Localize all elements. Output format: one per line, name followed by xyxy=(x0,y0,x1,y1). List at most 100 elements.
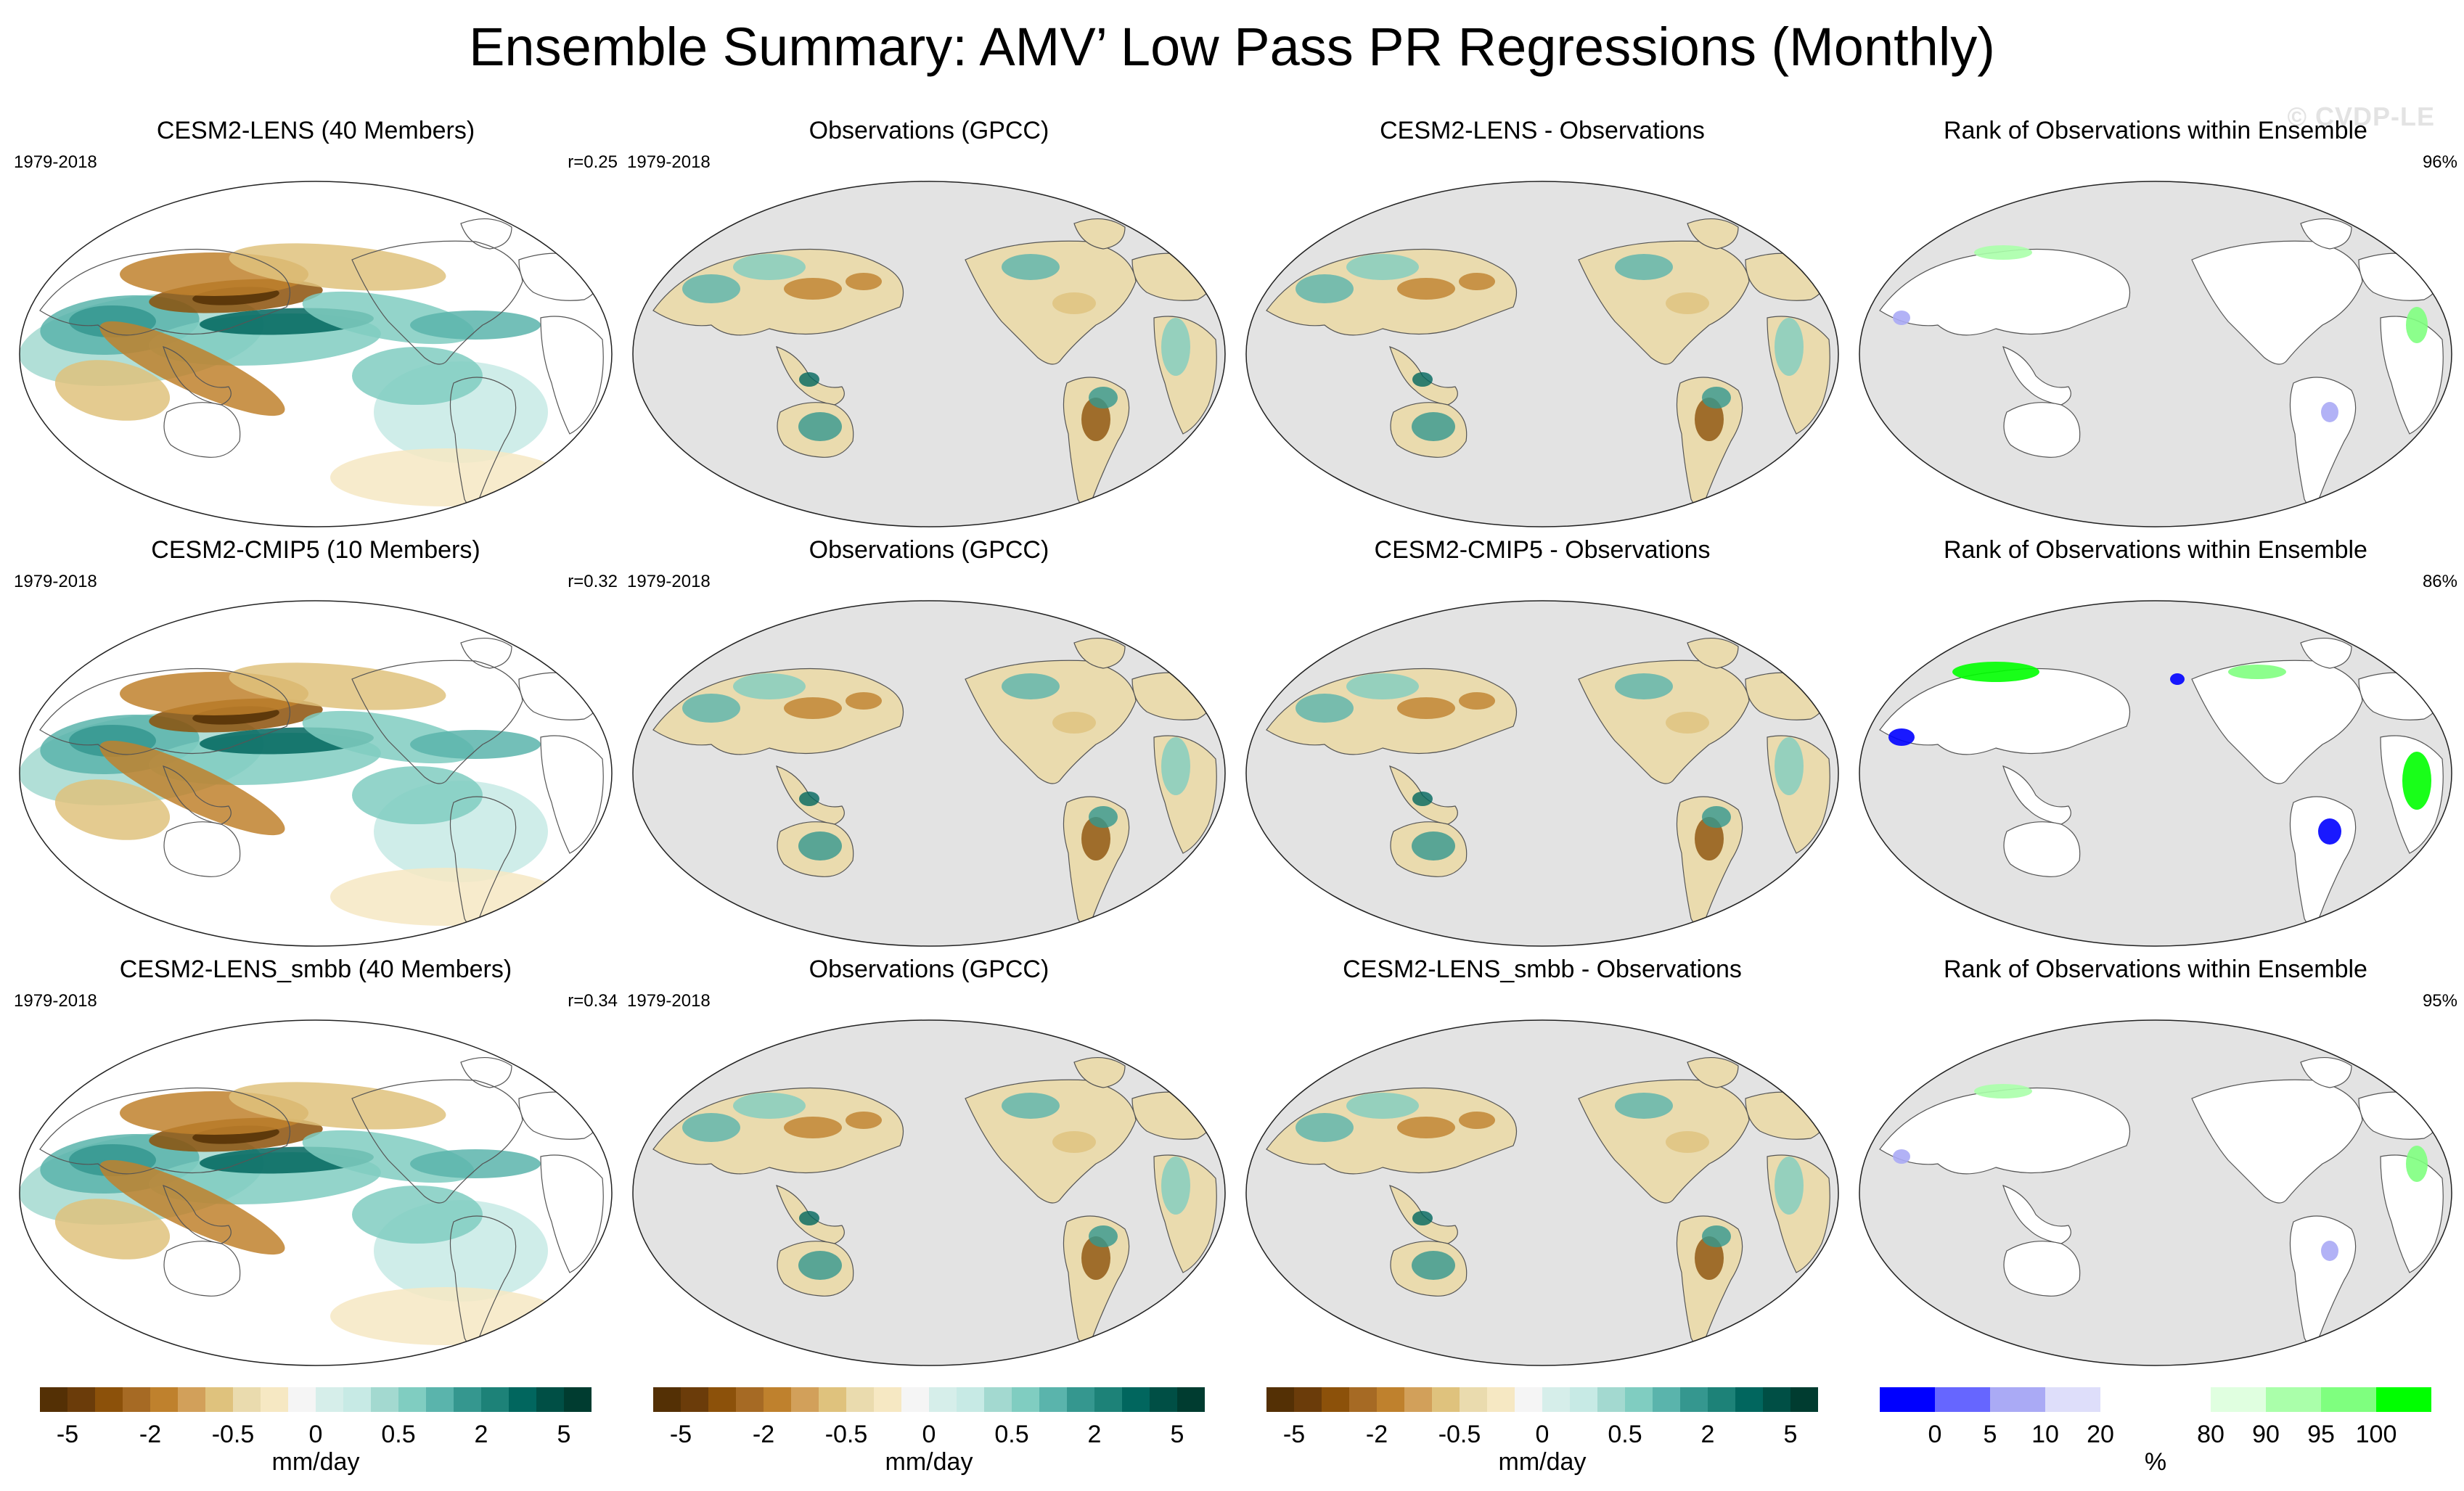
panel-title: CESM2-CMIP5 (10 Members) xyxy=(151,536,480,564)
rank-region xyxy=(1974,245,2032,260)
panel-r3-c3: CESM2-LENS_smbb - Observations xyxy=(1237,955,1847,1374)
precip-anomaly-region xyxy=(798,412,842,441)
precip-anomaly-region xyxy=(784,697,842,719)
rank-region xyxy=(2406,307,2428,343)
panel-r1-c2: Observations (GPCC) 1979-2018 xyxy=(624,116,1234,535)
colorbar-tick-label: 2 xyxy=(1087,1421,1102,1448)
precip-anomaly-region xyxy=(1412,792,1433,806)
colorbar-swatch xyxy=(454,1387,481,1412)
coastline-australia xyxy=(163,402,241,458)
map-model xyxy=(19,1019,613,1366)
map-outline xyxy=(19,1019,613,1366)
colorbar-tick-label: 10 xyxy=(2031,1421,2059,1448)
coastline-africa xyxy=(2380,316,2444,435)
colorbar-units: mm/day xyxy=(885,1448,973,1476)
coastline-africa xyxy=(540,735,604,854)
colorbar-ticks: -5 -2 -0.5 0 0.5 2 5 xyxy=(1266,1421,1818,1450)
colorbar-tick-label: -0.5 xyxy=(211,1421,255,1448)
precip-anomaly-region xyxy=(798,1251,842,1280)
panel-period: 1979-2018 xyxy=(627,152,711,172)
panel-title: Observations (GPCC) xyxy=(809,117,1049,144)
panel-title: Rank of Observations within Ensemble xyxy=(1944,117,2367,144)
panel-r3-c4: Rank of Observations within Ensemble 95% xyxy=(1851,955,2460,1374)
colorbar-swatches xyxy=(1880,1387,2431,1412)
precip-anomaly-region xyxy=(1666,1131,1709,1153)
colorbar-tick-label: 0 xyxy=(1928,1421,1942,1448)
map-outline xyxy=(632,1019,1226,1366)
colorbar-swatch xyxy=(1349,1387,1377,1412)
coastline-seAsia xyxy=(163,346,232,406)
watermark: © CVDP-LE xyxy=(2287,102,2435,131)
precip-anomaly-region xyxy=(99,321,285,416)
colorbar-swatch xyxy=(371,1387,398,1412)
coastline-greenland xyxy=(1687,1056,1739,1088)
rank-region xyxy=(2170,673,2185,685)
colorbar-swatch xyxy=(957,1387,984,1412)
colorbar-swatch xyxy=(874,1387,901,1412)
colorbar-swatch xyxy=(1432,1387,1460,1412)
colorbar-swatch xyxy=(846,1387,874,1412)
coastline-greenland xyxy=(2300,637,2352,669)
coastline-greenland xyxy=(460,218,512,250)
colorbar-1: -5 -2 -0.5 0 0.5 2 5 mm/day xyxy=(40,1387,592,1476)
rank-region xyxy=(1952,662,2039,682)
precip-anomaly-region xyxy=(330,868,562,926)
colorbar-tick-label: -5 xyxy=(56,1421,79,1448)
colorbar-swatch xyxy=(1094,1387,1122,1412)
colorbar-ticks: -5 -2 -0.5 0 0.5 2 5 xyxy=(40,1421,592,1450)
panel-period: 1979-2018 xyxy=(14,991,97,1011)
panel-title: Rank of Observations within Ensemble xyxy=(1944,536,2367,564)
precip-anomaly-region xyxy=(54,779,171,840)
coastline-australia xyxy=(163,821,241,877)
colorbar-swatch xyxy=(1680,1387,1708,1412)
colorbar-tick-label: -5 xyxy=(669,1421,692,1448)
precip-anomaly-region xyxy=(784,278,842,300)
ocean-background xyxy=(633,1020,1225,1365)
coastline-australia xyxy=(2003,821,2081,877)
colorbar-swatch xyxy=(2156,1387,2211,1412)
colorbar-swatch xyxy=(681,1387,708,1412)
colorbar-swatch xyxy=(901,1387,929,1412)
colorbar-swatch xyxy=(653,1387,681,1412)
colorbar-tick-label: 5 xyxy=(1170,1421,1184,1448)
colorbar-swatch xyxy=(205,1387,233,1412)
panel-r1-c1: CESM2-LENS (40 Members) 1979-2018 r=0.25 xyxy=(11,116,621,535)
precip-anomaly-region xyxy=(54,1199,171,1260)
map-outline xyxy=(19,600,613,947)
colorbar-swatch xyxy=(1322,1387,1349,1412)
colorbar-swatch xyxy=(509,1387,536,1412)
map-outline xyxy=(1859,181,2452,527)
colorbar-swatch xyxy=(1012,1387,1039,1412)
precip-anomaly-region xyxy=(1052,1131,1096,1153)
precip-anomaly-region xyxy=(229,243,446,291)
colorbar-swatch xyxy=(1122,1387,1150,1412)
colorbar-swatch xyxy=(95,1387,123,1412)
precip-anomaly-region xyxy=(229,1082,446,1130)
ocean-background xyxy=(1859,601,2452,946)
coastline-asia xyxy=(1266,1087,1518,1175)
colorbar-swatch xyxy=(1708,1387,1735,1412)
colorbar-swatch xyxy=(1460,1387,1487,1412)
colorbar-swatch xyxy=(2321,1387,2376,1412)
coastline-greenland xyxy=(460,637,512,669)
colorbar-swatch xyxy=(1177,1387,1205,1412)
map-rank xyxy=(1859,181,2452,527)
colorbar-swatch xyxy=(1039,1387,1067,1412)
precip-anomaly-region xyxy=(1702,387,1731,408)
colorbar-swatch xyxy=(261,1387,288,1412)
map-rank xyxy=(1859,600,2452,947)
precip-anomaly-region xyxy=(1296,274,1354,303)
colorbar-swatch xyxy=(426,1387,454,1412)
coastline-greenland xyxy=(2300,1056,2352,1088)
panel-stat: 95% xyxy=(2422,991,2457,1011)
map-diff xyxy=(1245,1019,1839,1366)
colorbar-swatch xyxy=(1597,1387,1625,1412)
colorbar-swatch xyxy=(1067,1387,1094,1412)
map-outline xyxy=(632,600,1226,947)
precip-anomaly-region xyxy=(1161,1157,1190,1215)
rank-region xyxy=(2318,818,2341,845)
map-outline xyxy=(1245,600,1839,947)
ocean-background xyxy=(1246,181,1838,527)
colorbar-tick-label: 90 xyxy=(2252,1421,2280,1448)
colorbar-swatch xyxy=(150,1387,178,1412)
